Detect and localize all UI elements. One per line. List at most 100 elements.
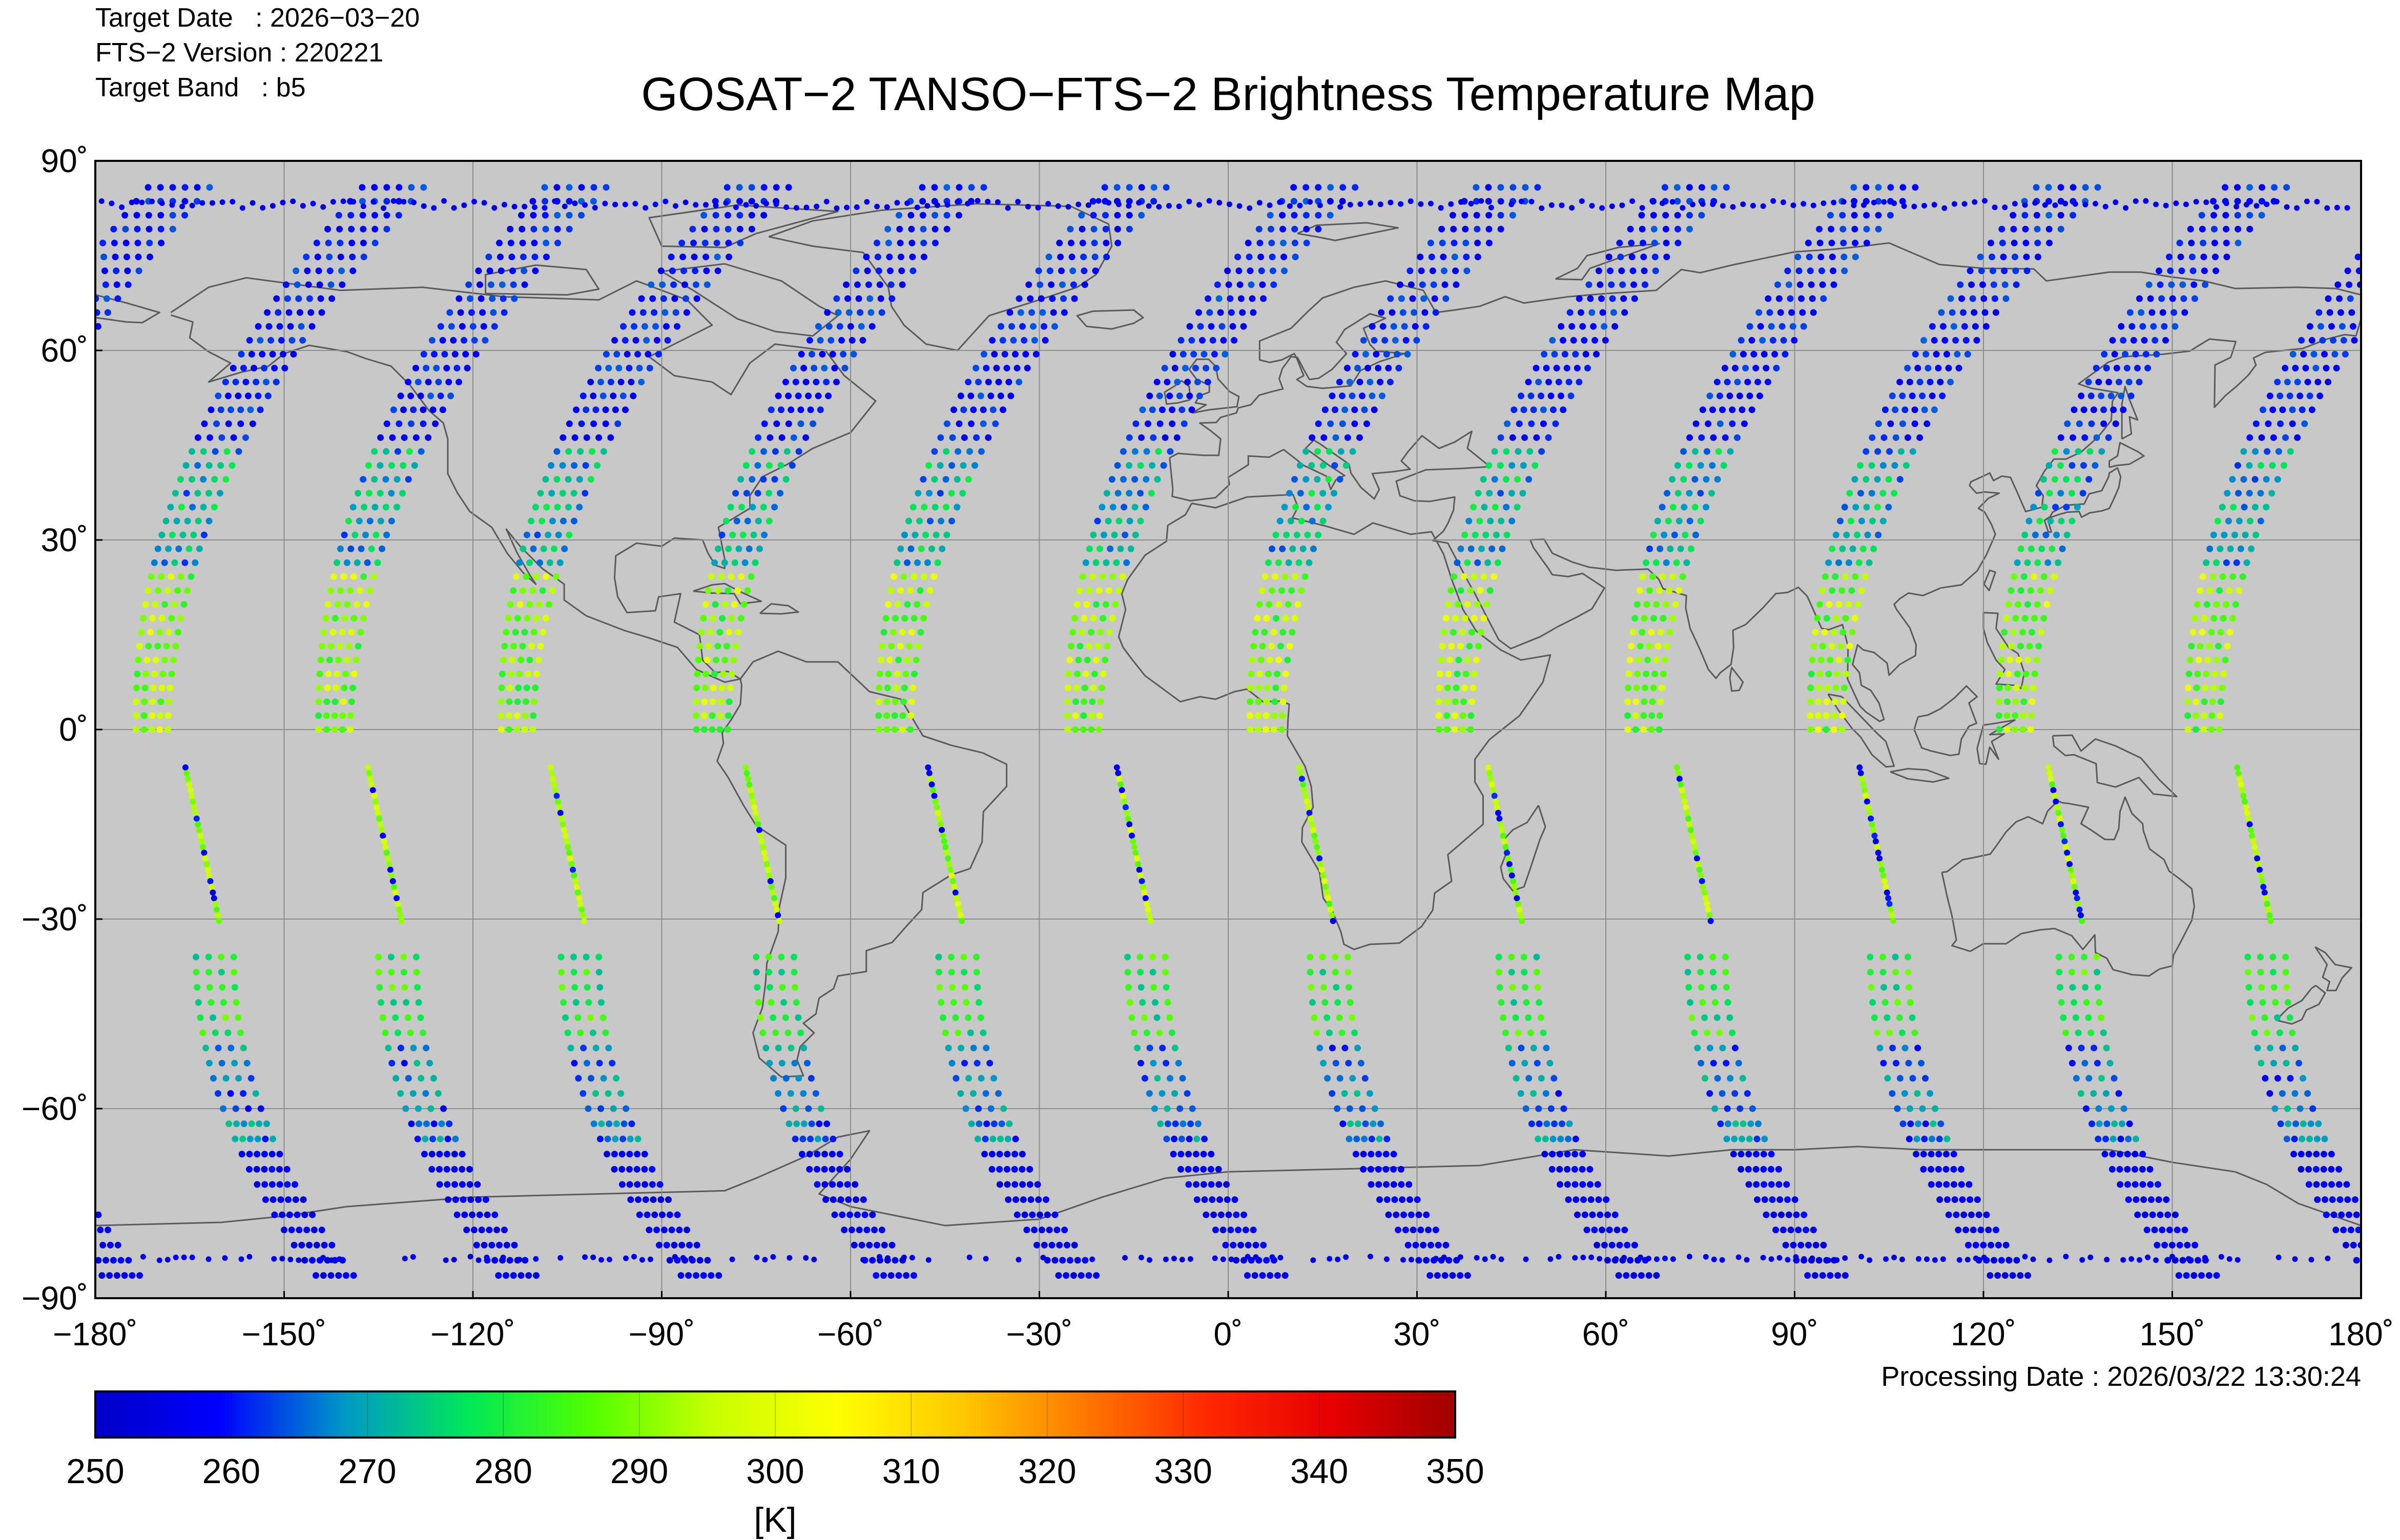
observation-point [1506,861,1513,867]
observation-point [897,587,904,594]
observation-point [975,1105,982,1112]
observation-point [1879,969,1887,976]
observation-point [1473,198,1480,205]
observation-point [2347,1226,2354,1234]
observation-point [1126,198,1133,205]
observation-point [1626,656,1633,663]
observation-point [974,1059,981,1067]
observation-point [216,918,222,924]
observation-point [603,184,610,191]
observation-point [2093,365,2100,371]
observation-point [327,281,335,288]
observation-point [1541,350,1548,358]
observation-point [746,545,753,552]
observation-point [1383,1196,1391,1203]
observation-point [411,462,418,469]
observation-point [580,392,587,400]
observation-point [1599,309,1606,316]
observation-point [422,1090,429,1097]
observation-point [1135,861,1142,867]
observation-point [1851,202,1857,209]
observation-point [1436,671,1443,677]
observation-point [401,434,408,441]
observation-point [1281,267,1288,275]
observation-point [512,629,519,636]
observation-point [359,212,366,219]
observation-point [392,1075,400,1082]
observation-point [2224,642,2231,650]
observation-point [330,199,336,205]
observation-point [1692,531,1699,538]
observation-point [378,999,384,1006]
observation-point [749,504,756,511]
observation-point [1837,517,1844,525]
observation-point [1858,1254,1865,1260]
observation-point [2010,212,2017,219]
observation-point [213,906,220,913]
observation-point [1201,1135,1208,1142]
observation-point [2120,406,2127,413]
observation-point [1988,239,1995,246]
observation-point [2292,365,2299,371]
observation-point [728,671,735,677]
observation-point [1105,517,1112,525]
observation-point [1709,462,1716,469]
observation-point [146,225,153,233]
observation-point [1844,656,1851,663]
observation-point [751,804,758,810]
colorbar-tick-label: 310 [882,1452,940,1491]
observation-point [1408,1211,1415,1218]
observation-point [2321,1151,2327,1158]
observation-point [1897,448,1905,455]
observation-point [2234,764,2241,771]
observation-point [109,200,115,206]
observation-point [1839,545,1846,552]
observation-point [2082,984,2089,991]
observation-point [474,1181,481,1188]
observation-point [1500,1014,1507,1021]
observation-point [2026,642,2033,650]
observation-point [561,545,568,552]
observation-point [443,1257,449,1263]
observation-point [159,200,165,206]
observation-point [509,656,515,663]
observation-point [651,309,658,316]
observation-point [412,434,420,441]
observation-point [2199,573,2206,580]
observation-point [1231,1196,1238,1203]
observation-point [2011,573,2018,580]
observation-point [208,406,215,413]
observation-point [1277,642,1284,650]
observation-point [334,559,341,566]
observation-point [2034,239,2041,246]
observation-point [1887,212,1894,219]
observation-point [164,587,171,594]
observation-point [377,517,384,525]
observation-point [652,323,659,330]
observation-point [948,872,955,879]
observation-point [2012,201,2018,207]
observation-point [240,1045,247,1052]
observation-point [1496,815,1503,822]
observation-point [2015,656,2022,663]
observation-point [2107,392,2115,400]
observation-point [708,573,715,580]
observation-point [833,379,840,386]
observation-point [884,684,891,692]
observation-point [703,202,709,208]
observation-point [896,225,903,233]
observation-point [1141,1014,1148,1021]
observation-point [1366,1090,1373,1097]
observation-point [139,199,145,205]
observation-point [1705,906,1711,913]
observation-point [893,684,900,692]
observation-point [1674,198,1681,205]
observation-point [339,712,346,719]
observation-point [1480,573,1487,580]
observation-point [1885,476,1892,483]
observation-point [1245,1254,1251,1260]
observation-point [375,953,382,961]
observation-point [1692,420,1700,427]
observation-point [1579,1181,1586,1188]
observation-point [2157,1211,2164,1218]
